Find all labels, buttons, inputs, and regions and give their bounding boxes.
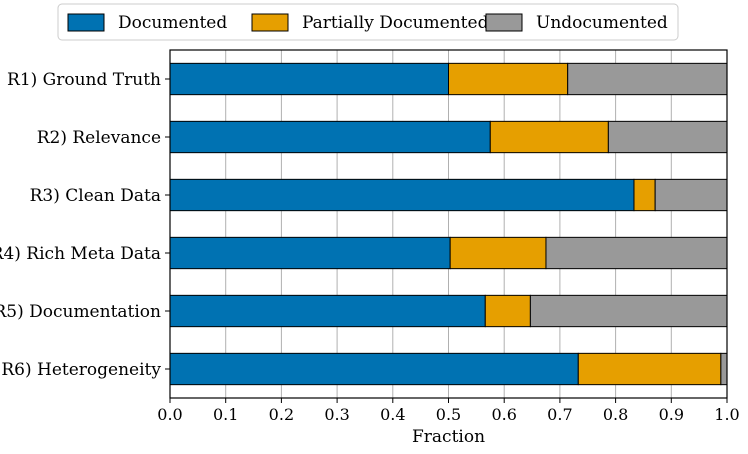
bar-documented	[169, 294, 486, 328]
x-tick-label: 0.7	[547, 405, 572, 424]
bar-undocumented	[654, 178, 728, 212]
bar-undocumented	[720, 352, 728, 386]
y-tick-label: R2) Relevance	[37, 128, 161, 148]
y-tick-label: R1) Ground Truth	[7, 70, 161, 90]
legend: Documented Partially Documented Undocument…	[57, 3, 679, 41]
bar-undocumented	[607, 120, 728, 154]
y-tick-label: R5) Documentation	[0, 302, 161, 322]
x-axis-label: Fraction	[412, 427, 485, 447]
x-tick-label: 0.9	[659, 405, 684, 424]
legend-label: Partially Documented	[302, 13, 489, 33]
bar-partially-documented	[484, 294, 531, 328]
bar-documented	[169, 352, 579, 386]
legend-label: Undocumented	[536, 13, 668, 33]
bar-partially-documented	[577, 352, 722, 386]
x-axis: 0.0 0.1 0.2 0.3 0.4 0.5 0.6 0.7 0.8 0.9 1.0	[157, 398, 740, 424]
x-tick-label: 0.0	[157, 405, 182, 424]
bar-partially-documented	[448, 62, 569, 96]
y-tick-label: R4) Rich Meta Data	[0, 244, 161, 264]
x-tick-label: 0.8	[603, 405, 628, 424]
y-tick-label: R6) Heterogeneity	[1, 360, 161, 380]
bar-documented	[169, 236, 451, 270]
bar-documented	[169, 62, 449, 96]
bar-partially-documented	[633, 178, 656, 212]
x-tick-label: 0.1	[213, 405, 238, 424]
bar-undocumented	[529, 294, 728, 328]
bar-undocumented	[567, 62, 728, 96]
legend-frame	[57, 3, 679, 41]
x-tick-label: 0.3	[324, 405, 349, 424]
bars	[169, 62, 728, 386]
bar-documented	[169, 120, 491, 154]
legend-swatch	[251, 13, 289, 32]
y-axis: R1) Ground Truth R2) Relevance R3) Clean D…	[0, 70, 170, 380]
x-tick-label: 1.0	[714, 405, 739, 424]
bar-partially-documented	[489, 120, 609, 154]
legend-label: Documented	[118, 13, 227, 33]
legend-swatch	[67, 13, 105, 32]
y-tick-label: R3) Clean Data	[30, 186, 161, 206]
bar-undocumented	[545, 236, 728, 270]
legend-swatch	[485, 13, 523, 32]
x-tick-label: 0.2	[269, 405, 294, 424]
bar-partially-documented	[449, 236, 547, 270]
grid-lines	[169, 50, 728, 398]
x-tick-label: 0.4	[380, 405, 405, 424]
x-tick-label: 0.5	[436, 405, 461, 424]
bar-documented	[169, 178, 635, 212]
x-tick-label: 0.6	[491, 405, 516, 424]
